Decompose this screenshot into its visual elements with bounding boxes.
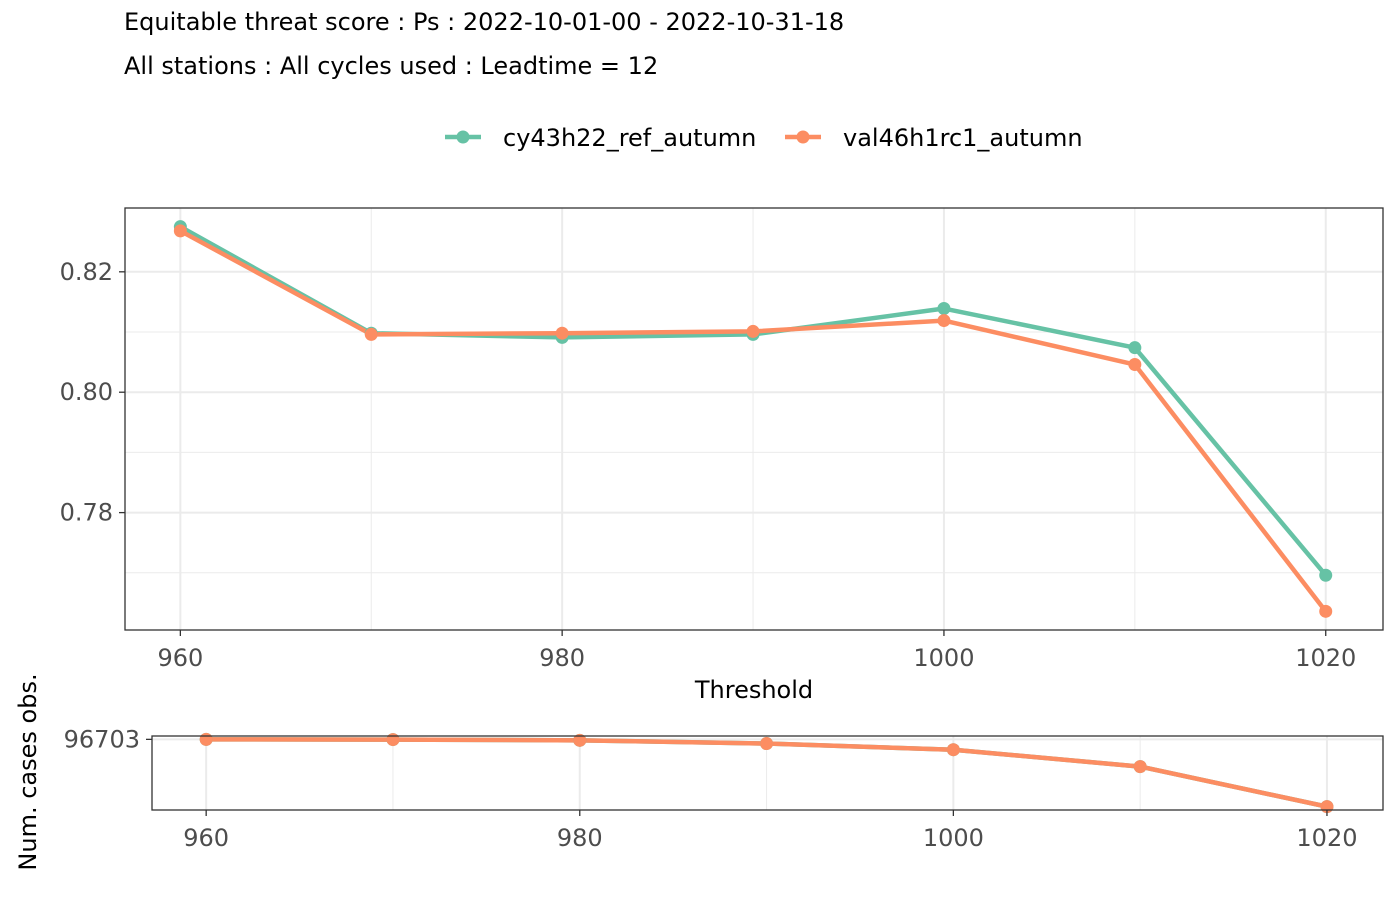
x-tick-label: 980 xyxy=(557,824,603,852)
data-point-val46h1rc1_autumn xyxy=(1319,604,1333,618)
data-point-val46h1rc1_autumn xyxy=(386,733,400,747)
data-point-cy43h22_ref_autumn xyxy=(937,302,951,316)
data-point-val46h1rc1_autumn xyxy=(946,743,960,757)
chart-title: Equitable threat score : Ps : 2022-10-01… xyxy=(124,8,845,36)
data-point-val46h1rc1_autumn xyxy=(760,737,774,751)
data-point-val46h1rc1_autumn xyxy=(1133,760,1147,774)
data-point-val46h1rc1_autumn xyxy=(1128,358,1142,372)
panel-border xyxy=(124,207,1384,631)
legend: cy43h22_ref_autumn val46h1rc1_autumn xyxy=(445,124,1083,152)
x-tick-label: 960 xyxy=(183,824,229,852)
legend-item-val46h1rc1: val46h1rc1_autumn xyxy=(785,124,1083,152)
y-tick-label: 96703 xyxy=(64,725,140,753)
x-tick-label: 1020 xyxy=(1295,644,1356,672)
data-point-cy43h22_ref_autumn xyxy=(1319,568,1333,582)
legend-label-cy43h22: cy43h22_ref_autumn xyxy=(503,124,756,152)
x-tick-label: 1020 xyxy=(1296,824,1357,852)
data-point-val46h1rc1_autumn xyxy=(746,324,760,338)
data-point-val46h1rc1_autumn xyxy=(364,327,378,341)
x-tick-label: 1000 xyxy=(923,824,984,852)
data-point-val46h1rc1_autumn xyxy=(573,733,587,747)
data-point-cy43h22_ref_autumn xyxy=(1128,341,1142,355)
legend-key-point xyxy=(796,130,810,144)
panel-border xyxy=(151,735,1384,811)
x-tick-label: 960 xyxy=(157,644,203,672)
y-tick-label: 0.78 xyxy=(60,499,113,527)
data-point-val46h1rc1_autumn xyxy=(937,314,951,328)
count-y-axis-label: Num. cases obs. xyxy=(14,673,42,870)
data-point-val46h1rc1_autumn xyxy=(199,732,213,746)
x-axis-label: Threshold xyxy=(694,676,813,704)
main-panel: 960 980 1000 1020 0.78 0.80 0.82 xyxy=(60,207,1384,672)
y-tick-label: 0.80 xyxy=(60,378,113,406)
count-panel: 960 980 1000 1020 96703 xyxy=(64,725,1384,852)
data-point-val46h1rc1_autumn xyxy=(555,326,569,340)
chart-subtitle: All stations : All cycles used : Leadtim… xyxy=(124,52,659,80)
data-point-val46h1rc1_autumn xyxy=(173,224,187,238)
y-tick-label: 0.82 xyxy=(60,258,113,286)
x-tick-label: 1000 xyxy=(913,644,974,672)
x-tick-label: 980 xyxy=(539,644,585,672)
legend-key-point xyxy=(456,130,470,144)
legend-item-cy43h22: cy43h22_ref_autumn xyxy=(445,124,756,152)
legend-label-val46h1rc1: val46h1rc1_autumn xyxy=(843,124,1083,152)
